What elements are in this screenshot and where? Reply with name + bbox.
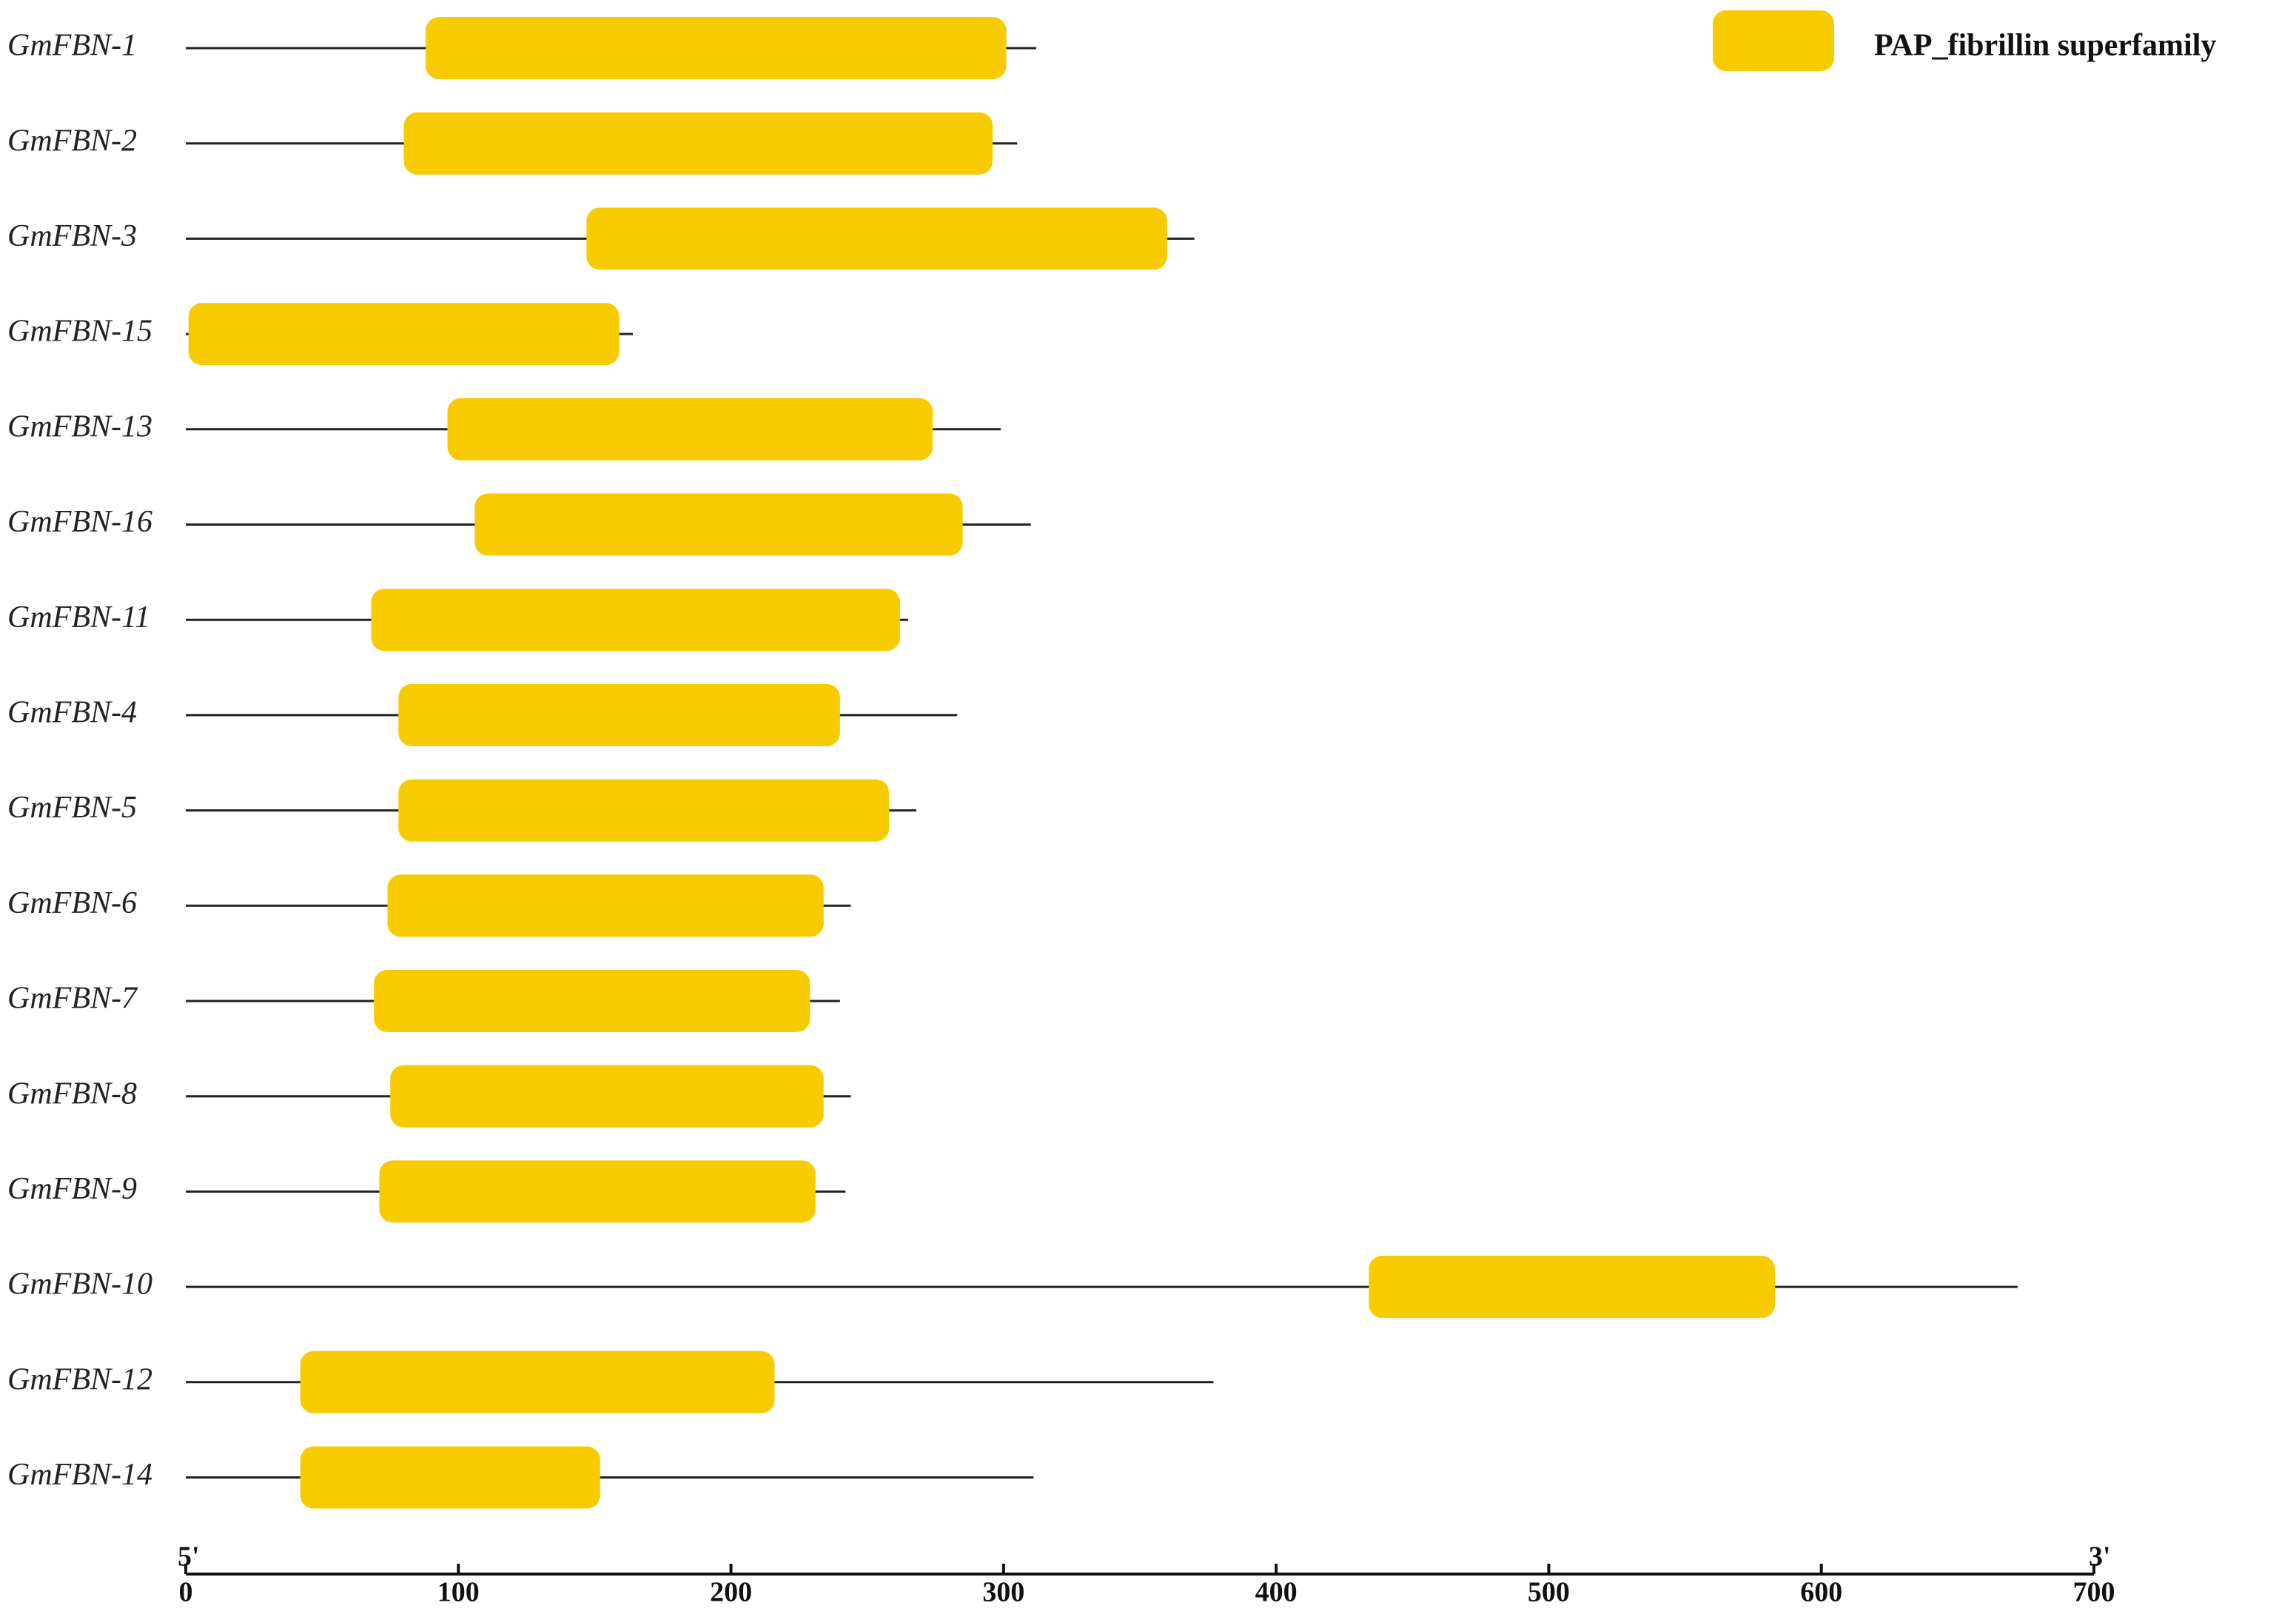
protein-label: GmFBN-14	[7, 1458, 152, 1492]
domain	[447, 398, 933, 461]
legend-swatch	[1713, 10, 1834, 71]
domain	[300, 1446, 600, 1509]
protein-label: GmFBN-16	[7, 505, 152, 539]
domain	[300, 1350, 775, 1413]
protein-label: GmFBN-12	[7, 1362, 152, 1396]
x-tick-label: 500	[1528, 1577, 1570, 1608]
protein-label: GmFBN-10	[7, 1268, 152, 1302]
protein-label: GmFBN-6	[7, 886, 137, 920]
x-tick-label: 0	[179, 1577, 193, 1608]
domain	[474, 493, 963, 556]
protein-label: GmFBN-5	[7, 791, 137, 825]
x-tick-label: 300	[982, 1577, 1024, 1608]
x-tick-label: 100	[437, 1577, 480, 1608]
domain	[374, 970, 810, 1032]
protein-label: GmFBN-11	[7, 600, 150, 635]
protein-label: GmFBN-9	[7, 1172, 137, 1206]
protein-label: GmFBN-4	[7, 696, 137, 730]
domain	[387, 874, 824, 937]
legend-label: PAP_fibrillin superfamily	[1874, 29, 2216, 63]
x-tick-label: 400	[1255, 1577, 1298, 1608]
x-tick-label: 700	[2073, 1577, 2115, 1608]
domain	[398, 683, 840, 746]
protein-label: GmFBN-2	[7, 124, 137, 158]
protein-label: GmFBN-1	[7, 29, 137, 63]
protein-label: GmFBN-15	[7, 315, 152, 349]
x-tick-label: 200	[710, 1577, 752, 1608]
domain	[398, 779, 890, 842]
protein-label: GmFBN-13	[7, 409, 152, 443]
domain	[188, 303, 620, 366]
domain	[379, 1160, 816, 1223]
protein-label: GmFBN-7	[7, 982, 138, 1016]
domain	[390, 1065, 824, 1128]
axis-end-label: 3'	[2089, 1541, 2111, 1573]
domain	[1369, 1256, 1776, 1319]
protein-label: GmFBN-8	[7, 1077, 137, 1111]
domain	[371, 589, 900, 652]
domain	[586, 207, 1167, 270]
domain	[426, 17, 1007, 79]
domain	[403, 112, 993, 175]
x-tick-label: 600	[1800, 1577, 1842, 1608]
protein-label: GmFBN-3	[7, 219, 137, 253]
axis-start-label: 5'	[178, 1541, 200, 1573]
